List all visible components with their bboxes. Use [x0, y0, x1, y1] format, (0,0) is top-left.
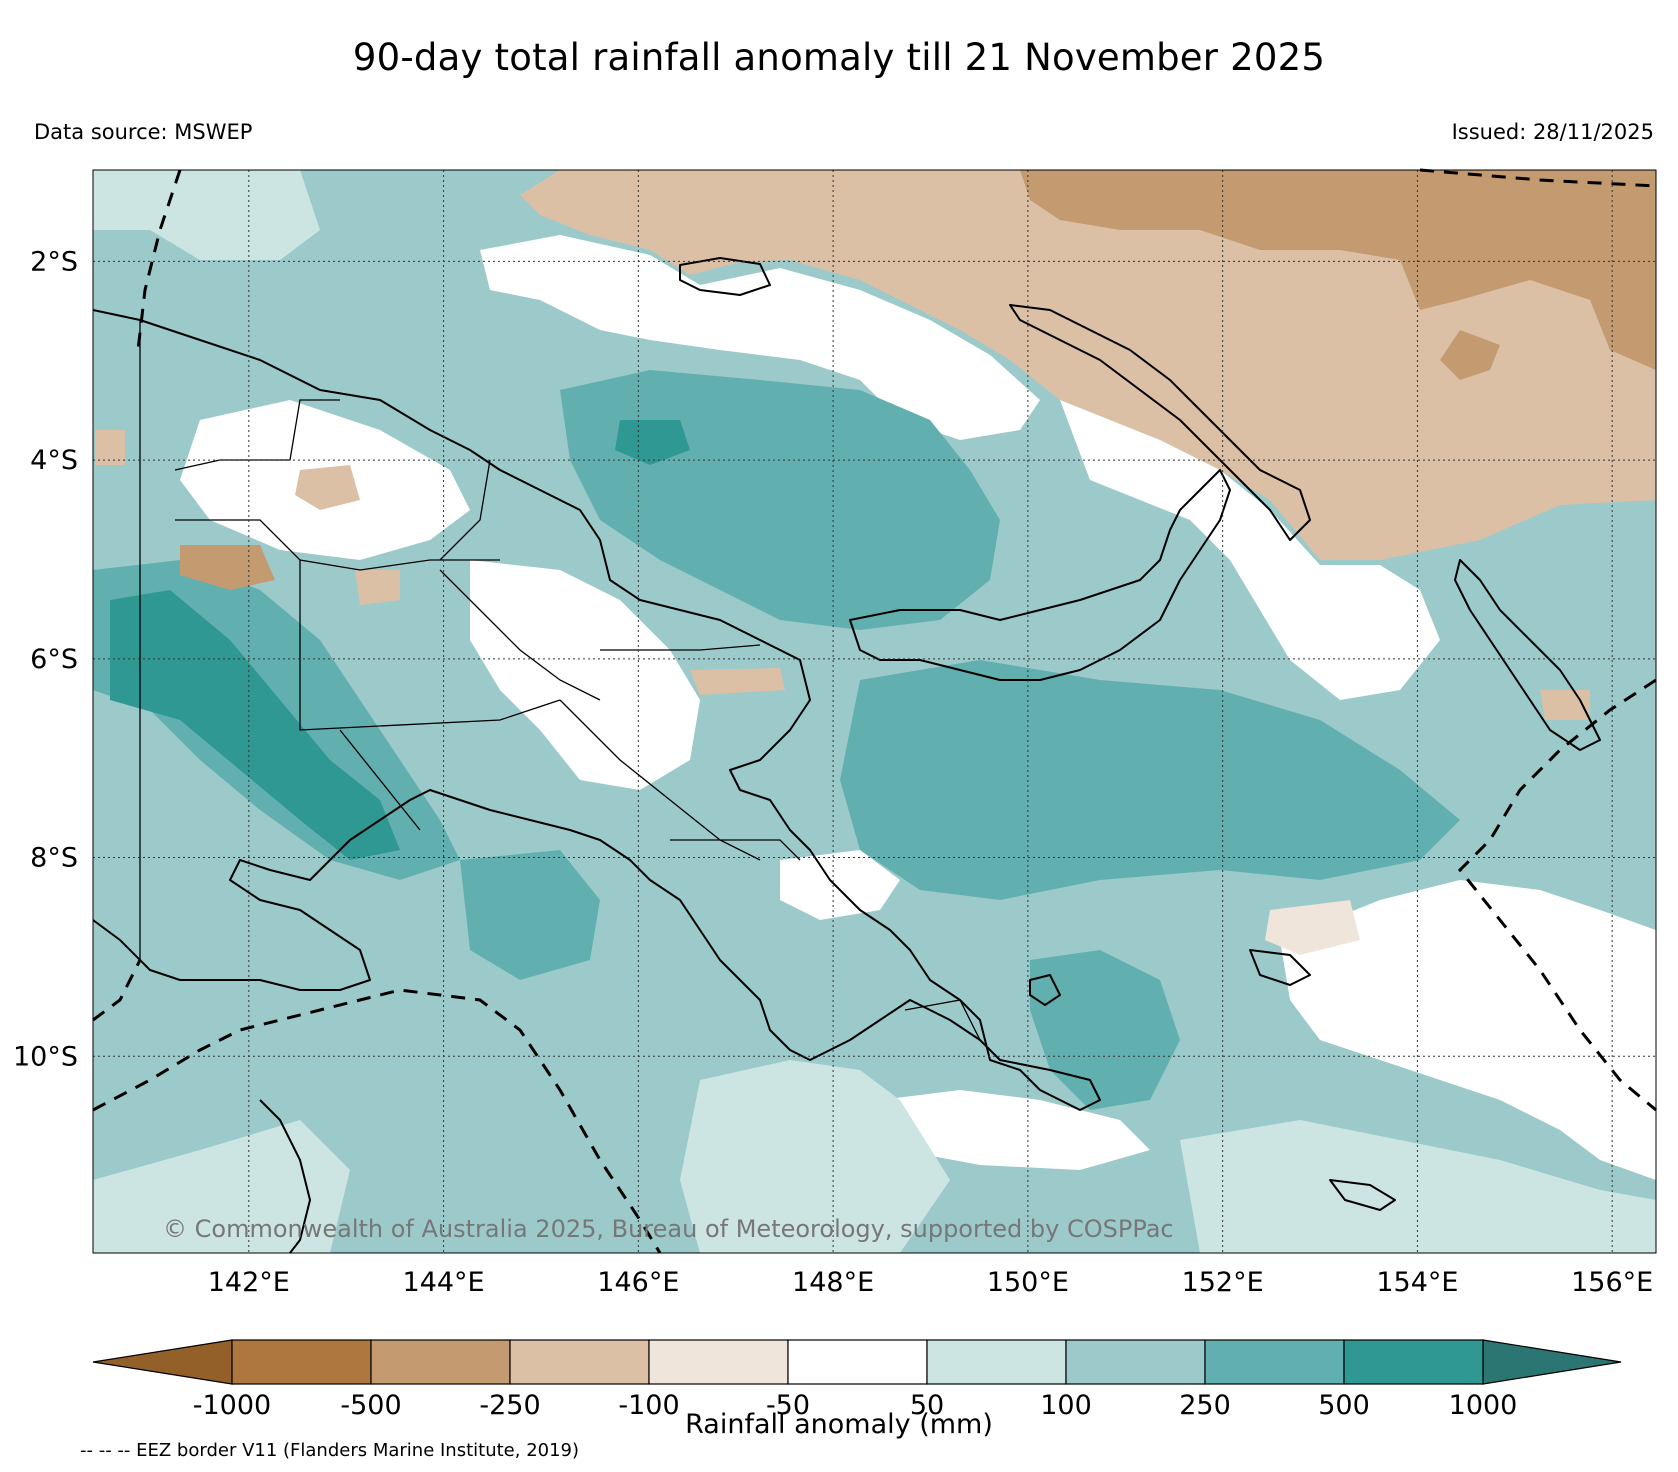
goodenough-coast: [1029, 974, 1061, 1006]
colorbar-tick-label: 100: [1040, 1390, 1092, 1421]
border-highlands: [439, 569, 601, 701]
border-western: [299, 560, 561, 731]
colorbar-bin: [648, 1339, 789, 1385]
colorbar-extend-high: [1482, 1339, 1622, 1385]
data-source-label: Data source: MSWEP: [34, 120, 253, 144]
border-morobe: [559, 699, 761, 861]
eez-north: [1419, 168, 1657, 188]
lat-tick-label: 8°S: [30, 843, 78, 874]
lat-tick-label: 6°S: [30, 644, 78, 675]
field-normal-papua: [780, 850, 900, 920]
lon-tick-label: 144°E: [403, 1267, 485, 1298]
border-oro: [670, 839, 801, 861]
colorbar-tick-label: -100: [618, 1390, 679, 1421]
lon-tick-label: 154°E: [1376, 1267, 1458, 1298]
issued-date-label: Issued: 28/11/2025: [1451, 120, 1654, 144]
new-ireland-coast: [1009, 304, 1311, 541]
lon-tick-label: 152°E: [1182, 1267, 1264, 1298]
field-normal-southeast: [1280, 880, 1656, 1180]
colorbar-bin: [231, 1339, 372, 1385]
eez-west-north: [136, 169, 182, 351]
colorbar-tick-label: 50: [910, 1390, 944, 1421]
colorbar-bin: [926, 1339, 1067, 1385]
colorbar-tick-label: -1000: [193, 1390, 271, 1421]
colorbar-bin: [1204, 1339, 1345, 1385]
border-madang: [600, 644, 761, 651]
bougainville-coast: [1454, 559, 1601, 751]
lon-tick-label: 142°E: [208, 1267, 290, 1298]
colorbar-bin: [1065, 1339, 1206, 1385]
eez-east: [1457, 678, 1657, 1112]
field-normal-highlands: [470, 560, 700, 790]
colorbar-tick-label: 250: [1179, 1390, 1231, 1421]
field-dry-patch-3: [355, 570, 400, 605]
longitude-labels: 142°E 144°E 146°E 148°E 150°E 152°E 154°E 156°E: [208, 1267, 1653, 1298]
colorbar-tick-label: -500: [340, 1390, 401, 1421]
colorbar-bin: [1343, 1339, 1484, 1385]
lon-tick-label: 146°E: [597, 1267, 679, 1298]
eez-south: [92, 988, 662, 1254]
colorbar-bin: [787, 1339, 928, 1385]
field-normal-east: [1060, 400, 1440, 700]
field-light-sw: [93, 1120, 350, 1253]
field-dry-patch-4: [690, 668, 785, 695]
field-light-se: [1180, 1120, 1656, 1253]
province-borders: [139, 320, 981, 1041]
colorbar: [92, 1339, 1622, 1385]
field-normal-north: [480, 235, 1040, 440]
field-dry-patch-1: [295, 465, 360, 510]
colorbar-bin: [370, 1339, 511, 1385]
field-very-wet-southwest: [110, 590, 400, 860]
lon-tick-label: 148°E: [792, 1267, 874, 1298]
woodlark-coast: [1249, 949, 1311, 986]
colorbar-tick-label: -50: [766, 1390, 810, 1421]
field-wet-gulf: [460, 850, 600, 980]
copyright-notice: © Commonwealth of Australia 2025, Bureau…: [163, 1215, 1174, 1243]
lon-tick-label: 150°E: [987, 1267, 1069, 1298]
border-sepik-south: [175, 519, 500, 571]
colorbar-label: Rainfall anomaly (mm): [685, 1409, 993, 1440]
field-dryer-north: [1020, 170, 1656, 370]
lat-tick-label: 10°S: [13, 1041, 78, 1072]
field-normal-south: [880, 1090, 1150, 1170]
lat-tick-label: 2°S: [30, 246, 78, 277]
colorbar-extend-low: [92, 1339, 233, 1385]
eez-footnote: -- -- -- EEZ border V11 (Flanders Marine…: [80, 1440, 580, 1461]
colorbar-tick-labels: -1000 -500 -250 -100 -50 50 100 250 500 1000: [193, 1390, 1518, 1421]
field-dry-spot: [1440, 330, 1500, 380]
lon-tick-label: 156°E: [1571, 1267, 1653, 1298]
border-gulf: [339, 729, 421, 831]
anomaly-field: [93, 170, 1656, 1253]
field-light-south: [680, 1060, 950, 1253]
eez-southwest: [92, 959, 142, 1022]
map-frame: [92, 169, 1657, 1254]
field-wet-islands: [1030, 950, 1180, 1110]
new-britain-coast: [849, 469, 1231, 681]
eez-borders: [92, 168, 1657, 1254]
colorbar-tick-label: -250: [479, 1390, 540, 1421]
field-wet-solomon: [840, 660, 1460, 900]
border-milne-bay: [904, 999, 981, 1041]
manus-coast: [679, 257, 771, 296]
colorbar-tick-label: 500: [1318, 1390, 1370, 1421]
border-east-sepik: [439, 459, 491, 561]
colorbar-tick-label: 1000: [1449, 1390, 1518, 1421]
colorbar-bin: [509, 1339, 650, 1385]
field-light-nw: [93, 170, 320, 260]
field-dry-north: [520, 170, 1656, 560]
field-dry-patch-5: [1265, 900, 1360, 955]
field-very-wet-spot: [615, 420, 690, 465]
rossel-coast: [1329, 1179, 1396, 1211]
field-dry-patch-7: [95, 430, 125, 465]
graticule: [93, 170, 1656, 1253]
latitude-labels: 2°S 4°S 6°S 8°S 10°S: [13, 246, 78, 1072]
lat-tick-label: 4°S: [30, 445, 78, 476]
field-dry-patch-2: [180, 545, 275, 590]
cape-york-coast: [259, 1099, 311, 1254]
map-title: 90-day total rainfall anomaly till 21 No…: [352, 36, 1326, 79]
